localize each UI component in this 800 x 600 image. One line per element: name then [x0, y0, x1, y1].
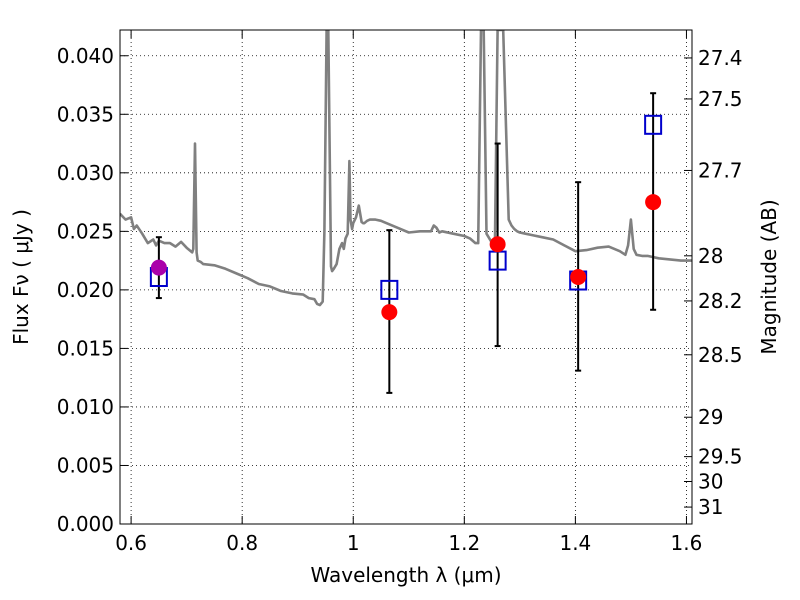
y2-tick-label: 29.5 — [698, 445, 743, 469]
y-tick-label: 0.020 — [57, 278, 114, 302]
y2-tick-label: 27.7 — [698, 158, 743, 182]
x-tick-label: 1.4 — [559, 531, 591, 555]
y2-tick-label: 29 — [698, 405, 723, 429]
x-axis-label: Wavelength λ (μm) — [310, 563, 501, 587]
x-tick-label: 1 — [347, 531, 360, 555]
model-flux-point — [645, 194, 662, 211]
x-tick-label: 1.2 — [448, 531, 480, 555]
y2-tick-label: 27.5 — [698, 87, 743, 111]
model-flux-point — [381, 304, 398, 321]
y-tick-label: 0.000 — [57, 512, 114, 536]
axes: 0.6 0.8 1 1.2 1.4 1.6 0.000 0.005 0.010 0.015 0.02… — [57, 30, 743, 555]
y2-tick-label: 28 — [698, 244, 723, 268]
x-tick-label: 0.6 — [115, 531, 147, 555]
model-flux-point — [489, 236, 506, 253]
y-tick-label: 0.040 — [57, 44, 114, 68]
plot-area — [120, 30, 692, 394]
y-tick-label: 0.025 — [57, 219, 114, 243]
y2-tick-label: 30 — [698, 469, 723, 493]
y-tick-label: 0.005 — [57, 453, 114, 477]
y2-tick-label: 31 — [698, 495, 723, 519]
x-tick-label: 1.6 — [671, 531, 703, 555]
y2-tick-label: 28.5 — [698, 343, 743, 367]
model-flux-point — [150, 259, 167, 276]
y2-tick-label: 28.2 — [698, 289, 743, 313]
grid-lines — [120, 30, 692, 525]
model-flux-point — [570, 269, 587, 285]
y-tick-label: 0.030 — [57, 161, 114, 185]
observed-flux-point — [644, 114, 663, 135]
observed-flux-point — [380, 279, 399, 300]
y-tick-label: 0.035 — [57, 102, 114, 126]
y2-axis-label: Magnitude (AB) — [757, 199, 781, 354]
y-tick-label: 0.010 — [57, 395, 114, 419]
y2-tick-label: 27.4 — [698, 46, 743, 70]
y-axis-label: Flux Fν ( μJy ) — [9, 209, 33, 345]
x-tick-label: 0.8 — [226, 531, 258, 555]
y-tick-label: 0.015 — [57, 336, 114, 360]
plot-frame — [119, 29, 693, 525]
spectrum-line — [120, 30, 692, 307]
